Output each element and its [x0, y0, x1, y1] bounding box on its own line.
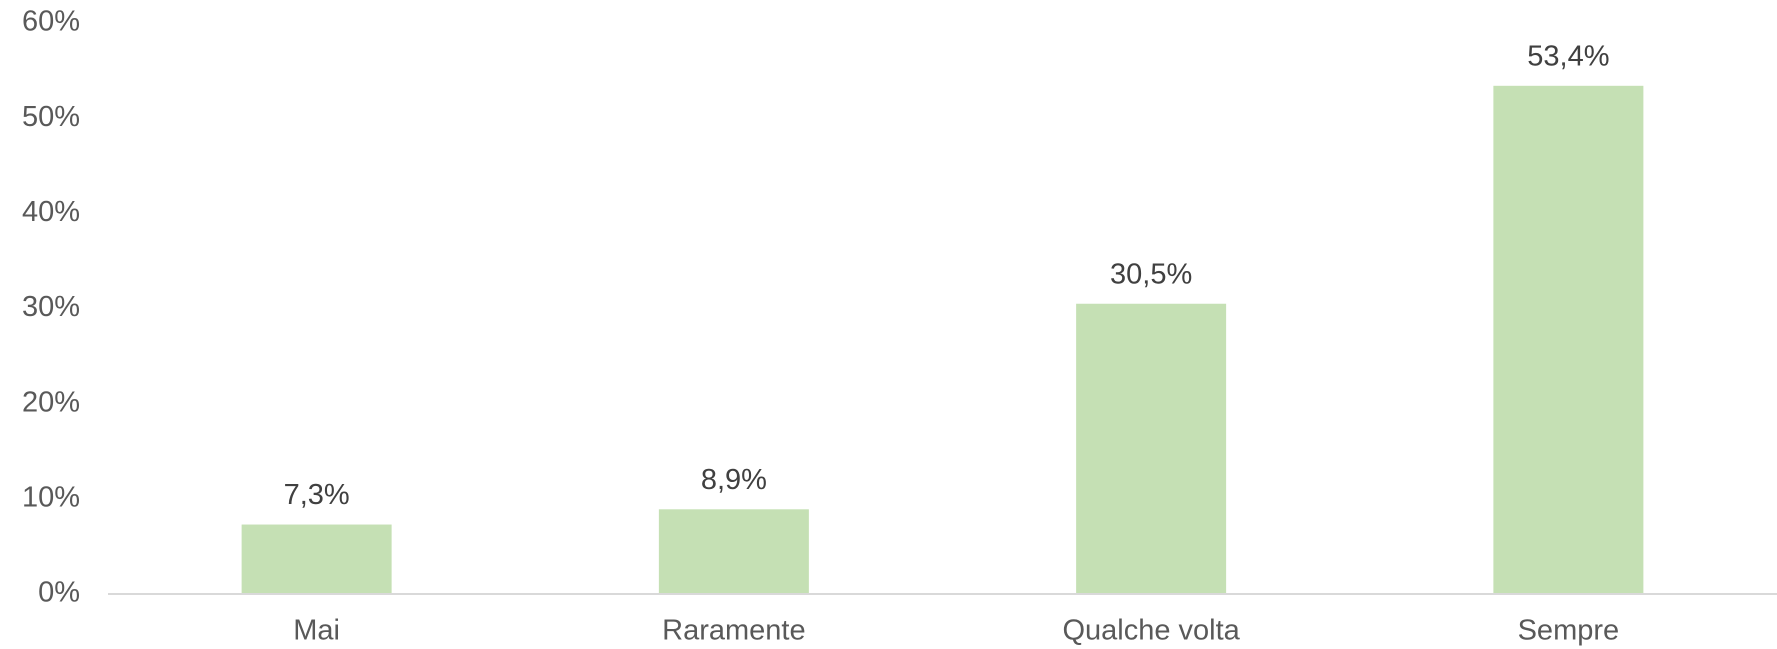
value-label: 7,3% — [284, 479, 350, 511]
y-tick-label: 30% — [22, 291, 80, 323]
y-tick-label: 50% — [22, 101, 80, 133]
y-tick-label: 60% — [22, 6, 80, 38]
bar — [241, 524, 392, 594]
y-tick-label: 0% — [38, 577, 80, 609]
value-label: 53,4% — [1527, 40, 1609, 72]
x-tick-label: Mai — [293, 615, 340, 647]
value-label: 8,9% — [701, 464, 767, 496]
x-tick-label: Qualche volta — [1062, 615, 1240, 647]
y-tick-label: 20% — [22, 386, 80, 418]
y-tick-label: 10% — [22, 481, 80, 513]
bar — [1076, 303, 1227, 594]
bar — [1493, 85, 1644, 594]
x-tick-label: Sempre — [1518, 615, 1620, 647]
value-label: 30,5% — [1110, 258, 1192, 290]
x-tick-label: Raramente — [662, 615, 805, 647]
y-tick-label: 40% — [22, 196, 80, 228]
bar — [658, 509, 809, 594]
